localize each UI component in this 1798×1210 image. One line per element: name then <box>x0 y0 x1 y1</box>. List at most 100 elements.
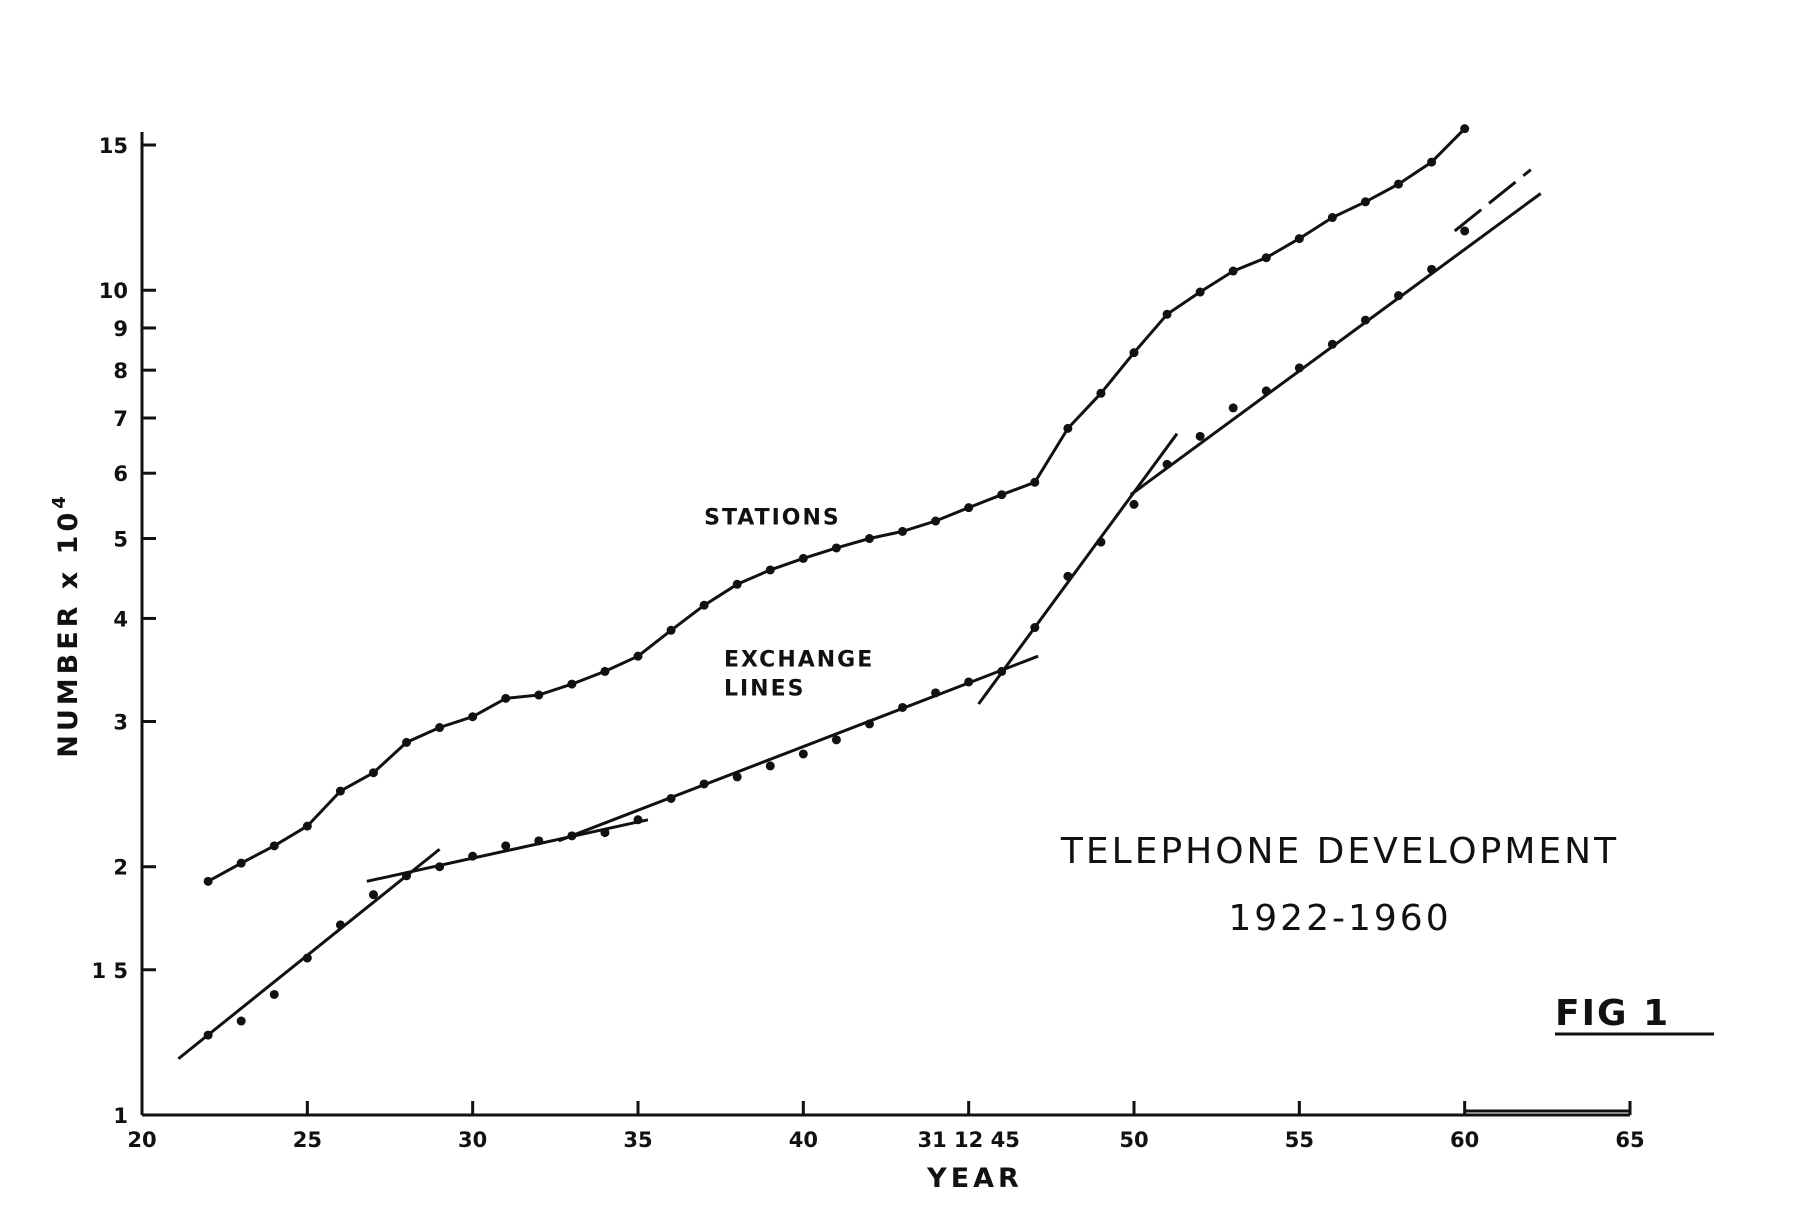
point-stations <box>402 737 412 747</box>
x-tick-label: 40 <box>789 1128 818 1152</box>
point-exchange-lines <box>765 761 775 771</box>
point-exchange-lines <box>1261 386 1271 396</box>
point-exchange-lines <box>798 749 808 759</box>
chart-title: TELEPHONE DEVELOPMENT <box>1060 831 1619 872</box>
y-tick-label: 15 <box>99 134 128 158</box>
point-stations <box>765 565 775 575</box>
chart-subtitle: 1922-1960 <box>1228 898 1451 939</box>
data-points <box>203 124 1470 1040</box>
point-stations <box>997 490 1007 500</box>
series-label-exchange-line-1: EXCHANGE <box>724 647 874 672</box>
series-label-exchange-lines: EXCHANGE LINES <box>724 647 874 701</box>
point-exchange-lines <box>236 1016 246 1026</box>
point-exchange-lines <box>203 1030 213 1040</box>
series-label-stations: STATIONS <box>704 505 841 530</box>
trend-line-exchange-lines <box>558 654 1039 843</box>
point-stations <box>600 666 610 676</box>
point-stations <box>1195 287 1205 297</box>
point-exchange-lines <box>666 793 676 803</box>
point-stations <box>1394 179 1404 189</box>
y-tick-label: 10 <box>99 279 128 303</box>
point-exchange-lines <box>964 677 974 687</box>
y-tick-label: 5 <box>113 528 128 552</box>
point-exchange-lines <box>1294 363 1304 373</box>
series-label-exchange-line-2: LINES <box>724 676 806 701</box>
point-stations <box>1063 423 1073 433</box>
point-exchange-lines <box>368 890 378 900</box>
point-exchange-lines <box>1327 339 1337 349</box>
point-stations <box>831 543 841 553</box>
y-tick-label: 7 <box>113 407 128 431</box>
point-exchange-lines <box>931 688 941 698</box>
point-exchange-lines <box>501 841 511 851</box>
point-stations <box>567 679 577 689</box>
point-exchange-lines <box>435 862 445 872</box>
y-tick-label: 3 <box>113 710 128 734</box>
point-stations <box>1096 388 1106 398</box>
point-stations <box>1360 197 1370 207</box>
point-exchange-lines <box>1063 571 1073 581</box>
point-stations <box>1162 309 1172 319</box>
point-exchange-lines <box>997 666 1007 676</box>
point-exchange-lines <box>1162 459 1172 469</box>
point-exchange-lines <box>1228 403 1238 413</box>
point-stations <box>1294 234 1304 244</box>
point-exchange-lines <box>335 920 345 930</box>
point-stations <box>203 876 213 886</box>
y-tick-label: 8 <box>113 359 128 383</box>
point-stations <box>368 768 378 778</box>
point-stations <box>898 526 908 536</box>
point-exchange-lines <box>732 772 742 782</box>
y-tick-label: 1 5 <box>91 959 128 983</box>
point-exchange-lines <box>567 831 577 841</box>
y-tick-label: 6 <box>113 462 128 486</box>
point-exchange-lines <box>1460 226 1470 236</box>
point-exchange-lines <box>534 836 544 846</box>
x-tick-label: 25 <box>293 1128 322 1152</box>
point-exchange-lines <box>600 828 610 838</box>
point-stations <box>699 600 709 610</box>
y-tick-label: 4 <box>113 607 128 631</box>
point-exchange-lines <box>831 735 841 745</box>
trend-line-exchange-lines <box>366 818 649 883</box>
point-exchange-lines <box>633 815 643 825</box>
trend-line-exchange-lines <box>977 432 1179 705</box>
point-stations <box>335 786 345 796</box>
point-exchange-lines <box>898 702 908 712</box>
y-tick-label: 1 <box>113 1104 128 1128</box>
point-exchange-lines <box>1394 291 1404 301</box>
point-stations <box>732 579 742 589</box>
point-stations <box>236 858 246 868</box>
point-stations <box>1460 124 1470 134</box>
x-tick-label: 65 <box>1615 1128 1644 1152</box>
x-tick-label: 50 <box>1119 1128 1148 1152</box>
point-stations <box>964 503 974 513</box>
point-stations <box>1327 213 1337 223</box>
y-tick-label: 2 <box>113 856 128 880</box>
point-stations <box>931 516 941 526</box>
x-tick-label: 55 <box>1285 1128 1314 1152</box>
point-exchange-lines <box>699 779 709 789</box>
axes: 1 1 5 2 3 4 5 6 7 8 9 10 15 20 25 30 35 40 31 12 45 50 55 60… <box>91 132 1645 1152</box>
y-tick-label: 9 <box>113 317 128 341</box>
trend-line-exchange-lines <box>1453 168 1532 233</box>
x-tick-label: 30 <box>458 1128 487 1152</box>
point-stations <box>666 625 676 635</box>
point-exchange-lines <box>402 871 412 881</box>
x-tick-label: 31 12 45 <box>918 1128 1020 1152</box>
x-tick-label: 35 <box>623 1128 652 1152</box>
figure-label: FIG 1 <box>1555 993 1670 1034</box>
y-axis-title-exponent: 4 <box>49 492 70 509</box>
point-stations <box>435 723 445 733</box>
point-stations <box>1228 266 1238 276</box>
point-stations <box>798 553 808 563</box>
x-tick-label: 20 <box>127 1128 156 1152</box>
y-axis-title: NUMBER x 104 <box>49 492 84 758</box>
point-exchange-lines <box>468 851 478 861</box>
point-stations <box>1030 477 1040 487</box>
point-exchange-lines <box>1096 537 1106 547</box>
x-axis-title: YEAR <box>926 1163 1023 1194</box>
point-stations <box>1129 348 1139 358</box>
point-stations <box>864 534 874 544</box>
